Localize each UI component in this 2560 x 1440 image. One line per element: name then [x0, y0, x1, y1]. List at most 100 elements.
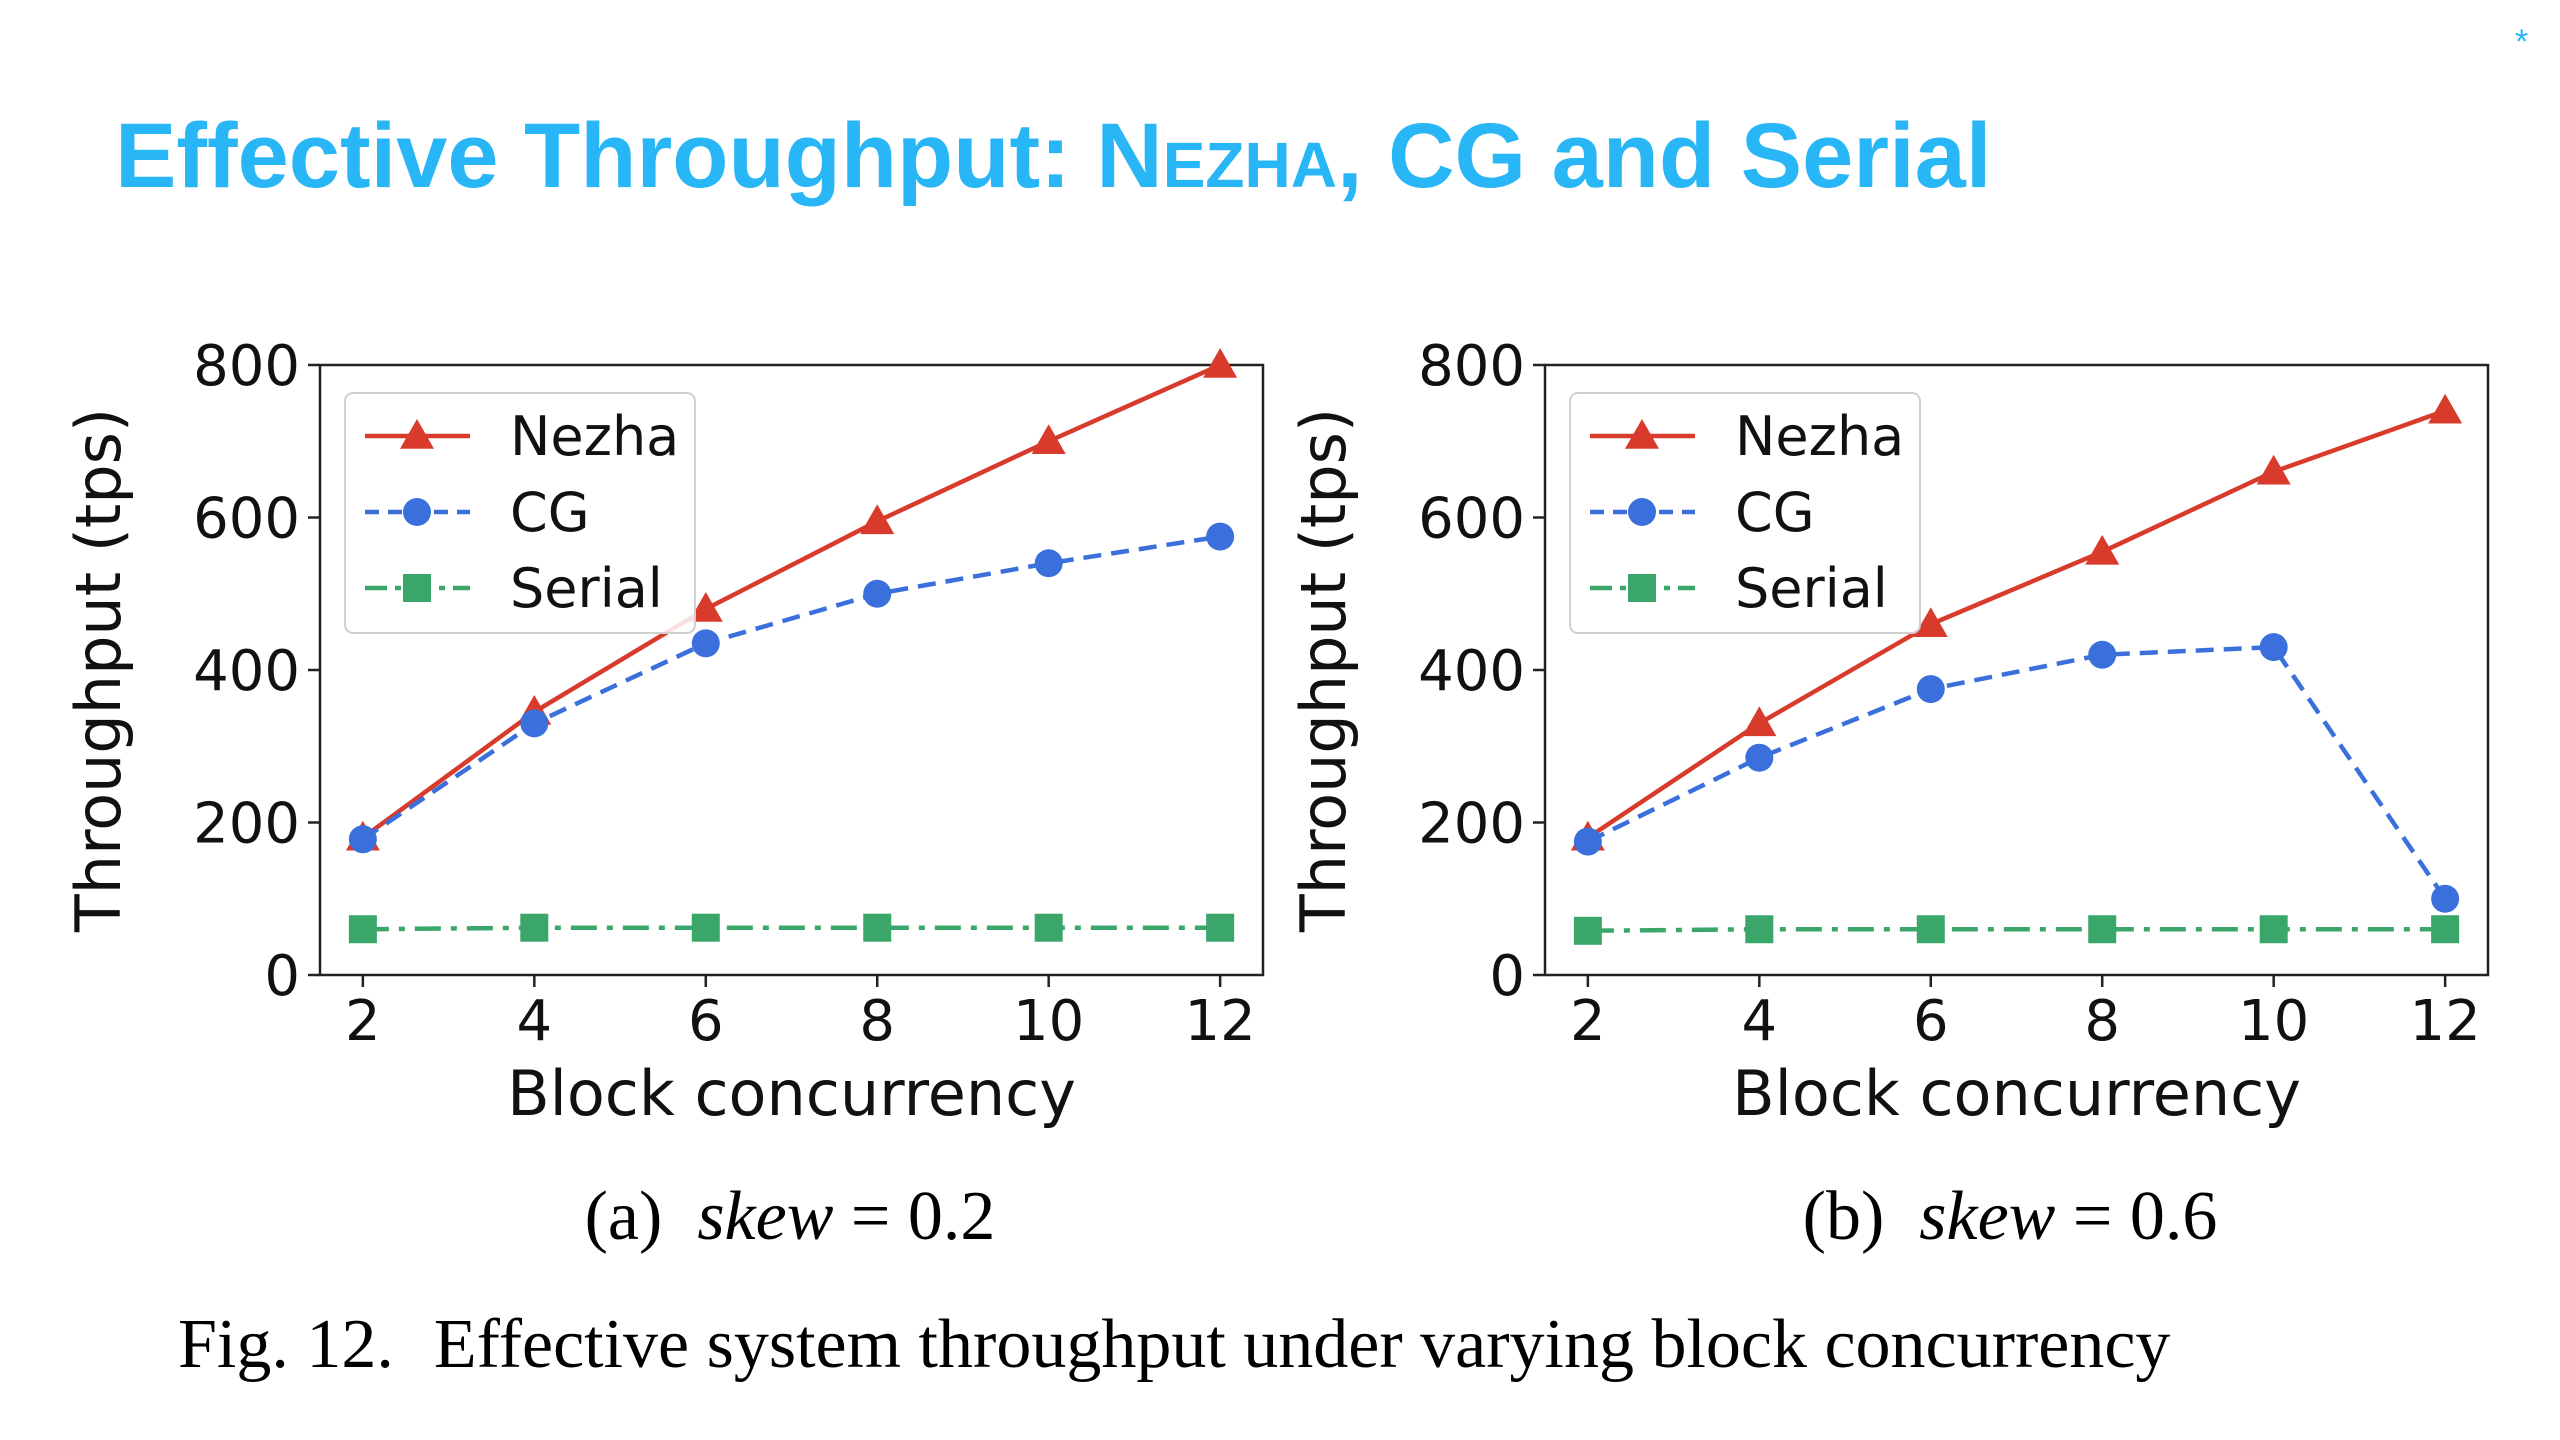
y-tick-label: 200: [1418, 792, 1525, 857]
series-line-cg: [361, 534, 1221, 842]
data-point-serial: [1206, 913, 1235, 942]
data-point-serial: [2431, 915, 2460, 944]
legend-marker-nezha: [1625, 419, 1659, 449]
legend-box: [344, 392, 696, 634]
data-point-nezha: [1031, 424, 1066, 454]
figure-caption: Fig. 12. Effective system throughput unde…: [178, 1310, 2170, 1380]
data-point-cg: [2259, 633, 2288, 662]
data-point-nezha: [688, 592, 723, 622]
data-point-serial: [863, 913, 892, 942]
subcaption-b-variable: skew: [1919, 1178, 2056, 1255]
data-point-nezha: [2428, 393, 2463, 424]
chart-b: 0 200 400 600 800 2 4 6 8 10 12 Block concurrency Th…: [1287, 334, 2490, 1130]
y-tick-label: 800: [193, 334, 300, 399]
series-line-serial: [1587, 927, 2446, 934]
legend-label-serial: Serial: [510, 557, 663, 620]
y-tick-label: 200: [193, 792, 300, 857]
legend-label-nezha: Nezha: [1735, 405, 1904, 468]
legend-marker-nezha: [400, 419, 434, 449]
legend: Nezha CG Serial: [344, 392, 696, 634]
data-point-nezha: [860, 504, 895, 535]
y-tick-label: 400: [1418, 639, 1525, 704]
series-line-nezha: [361, 362, 1222, 840]
legend-marker-cg: [403, 498, 431, 526]
data-point-nezha: [2085, 534, 2120, 565]
figure-number: Fig. 12.: [178, 1306, 394, 1383]
series-line-nezha: [1586, 408, 2446, 840]
legend-label-cg: CG: [510, 481, 590, 544]
subcaption-b-label: (b): [1802, 1178, 1885, 1255]
y-tick-label: 600: [193, 487, 300, 552]
data-point-cg: [863, 579, 892, 608]
data-point-cg: [1573, 827, 1602, 856]
subcaption-b: (b) skew = 0.6: [1410, 1182, 2560, 1252]
data-point-nezha: [1203, 348, 1238, 378]
x-axis-label: Block concurrency: [1732, 1057, 2301, 1130]
legend-marker-serial: [1628, 574, 1656, 602]
x-tick-label: 8: [859, 989, 895, 1054]
legend-marker-serial: [403, 574, 431, 602]
corner-mark: *: [2515, 23, 2529, 61]
y-tick-label: 0: [1489, 944, 1525, 1009]
series-line-cg: [1586, 644, 2447, 901]
x-tick-label: 12: [1185, 989, 1256, 1054]
title-rest: , CG and Serial: [1336, 105, 1992, 207]
title-nezha: Nezha: [1096, 105, 1337, 207]
x-tick-label: 10: [2238, 989, 2309, 1054]
legend-label-cg: CG: [1735, 481, 1815, 544]
figure-caption-text: Effective system throughput under varyin…: [433, 1306, 2171, 1383]
y-tick-label: 800: [1418, 334, 1525, 399]
data-point-serial: [1034, 913, 1063, 942]
data-point-cg: [691, 629, 720, 658]
x-tick-label: 2: [1570, 989, 1606, 1054]
x-tick-label: 8: [2084, 989, 2120, 1054]
data-point-nezha: [1742, 706, 1777, 737]
slide-title: Effective Throughput: Nezha, CG and Seri…: [115, 110, 1991, 202]
legend-box: [1569, 392, 1921, 634]
data-point-serial: [2088, 915, 2117, 944]
data-point-nezha: [1913, 607, 1948, 637]
data-point-serial: [2259, 915, 2288, 944]
x-tick-label: 4: [1741, 989, 1777, 1054]
data-point-cg: [520, 709, 549, 738]
y-tick-label: 600: [1418, 487, 1525, 552]
subcaption-a-label: (a): [584, 1178, 663, 1255]
subcaption-a-value: = 0.2: [850, 1178, 996, 1255]
x-tick-label: 6: [1913, 989, 1949, 1054]
data-point-serial: [1916, 915, 1945, 944]
data-point-serial: [691, 913, 720, 942]
x-axis-label: Block concurrency: [507, 1057, 1076, 1130]
data-point-nezha: [2256, 454, 2291, 485]
y-axis-label: Throughput (tps): [62, 408, 135, 933]
subcaption-a-variable: skew: [697, 1178, 834, 1255]
subcaption-b-value: = 0.6: [2072, 1178, 2218, 1255]
x-tick-label: 2: [345, 989, 381, 1054]
data-point-serial: [1573, 916, 1602, 945]
data-point-serial: [348, 915, 377, 944]
x-tick-label: 6: [688, 989, 724, 1054]
legend-label-nezha: Nezha: [510, 405, 679, 468]
data-point-cg: [1745, 743, 1774, 772]
data-point-cg: [2088, 640, 2117, 669]
data-point-serial: [1745, 915, 1774, 944]
series-line-serial: [362, 925, 1221, 932]
data-point-cg: [2431, 884, 2460, 913]
y-tick-label: 0: [264, 944, 300, 1009]
chart-a: 0 200 400 600 800 2 4 6 8 10 12 Block concurrency Th…: [62, 334, 1265, 1130]
y-axis-label: Throughput (tps): [1287, 408, 1360, 933]
data-point-cg: [1916, 675, 1945, 704]
data-point-cg: [348, 825, 377, 854]
y-tick-label: 400: [193, 639, 300, 704]
x-tick-label: 4: [516, 989, 552, 1054]
data-point-serial: [520, 913, 549, 942]
subcaption-a: (a) skew = 0.2: [190, 1182, 1390, 1252]
legend-marker-cg: [1628, 498, 1656, 526]
x-tick-label: 12: [2410, 989, 2481, 1054]
data-point-cg: [1034, 549, 1063, 578]
data-point-cg: [1206, 522, 1235, 551]
legend-label-serial: Serial: [1735, 557, 1888, 620]
x-tick-label: 10: [1013, 989, 1084, 1054]
legend: Nezha CG Serial: [1569, 392, 1921, 634]
title-main: Effective Throughput:: [115, 105, 1097, 207]
